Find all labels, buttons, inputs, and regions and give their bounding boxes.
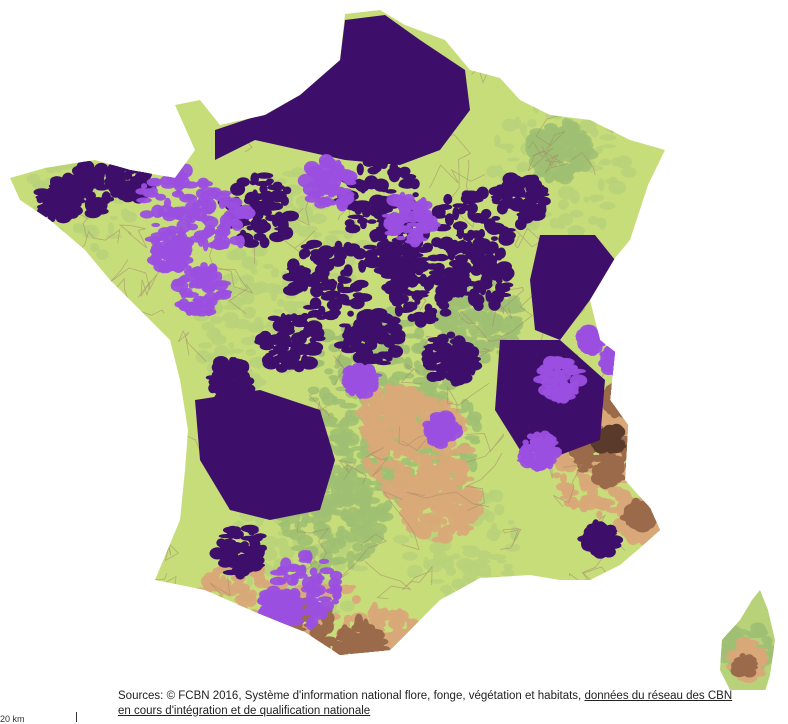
corsica [720,590,775,690]
scale-bar [76,712,77,722]
sources-text: Sources: © FCBN 2016, Système d'informat… [118,690,585,702]
scale-label: 20 km [0,714,25,724]
map [10,10,775,690]
sources-caption: Sources: © FCBN 2016, Système d'informat… [118,689,738,719]
corsica-relief [720,622,775,683]
map-canvas [10,10,775,690]
mainland-france [10,10,665,655]
sources-link[interactable]: données du réseau des CBN en cours d'int… [118,690,733,717]
